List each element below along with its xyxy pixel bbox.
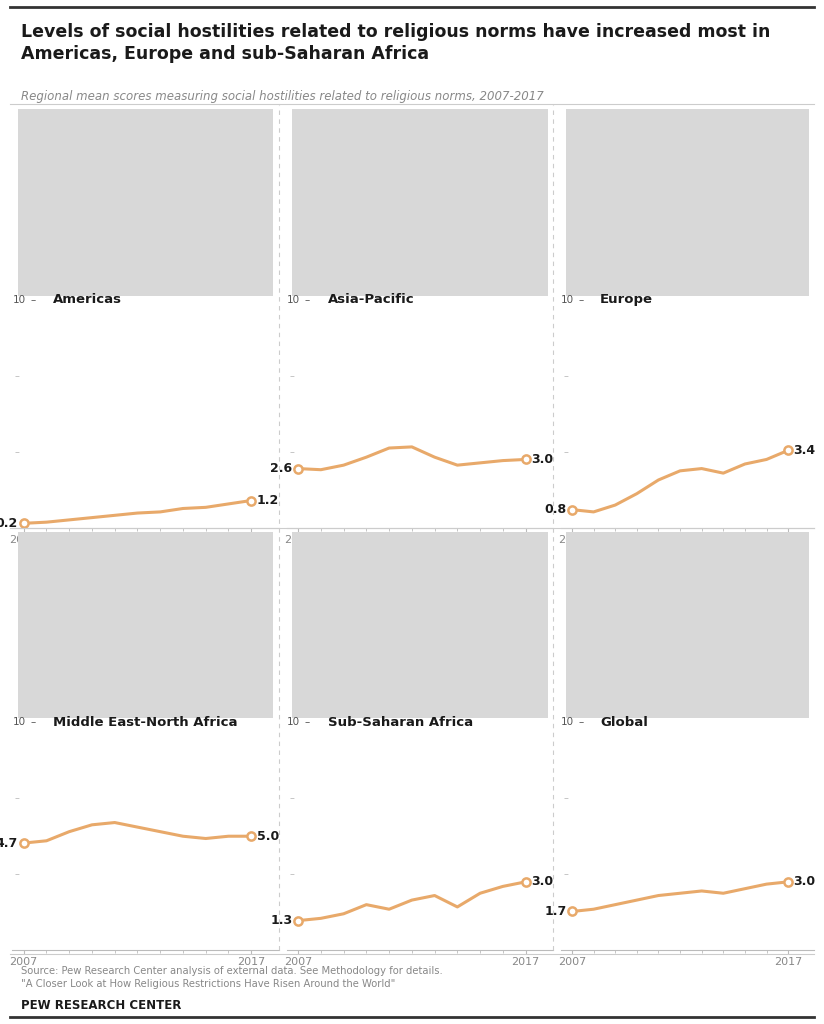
FancyBboxPatch shape xyxy=(17,110,274,296)
Text: 10: 10 xyxy=(561,717,574,727)
Text: 0.2: 0.2 xyxy=(0,517,18,529)
Text: Source: Pew Research Center analysis of external data. See Methodology for detai: Source: Pew Research Center analysis of … xyxy=(21,966,442,976)
Text: Asia-Pacific: Asia-Pacific xyxy=(328,293,414,306)
Text: 10: 10 xyxy=(287,295,300,305)
Point xyxy=(565,502,578,518)
Point xyxy=(292,912,305,929)
Text: –: – xyxy=(15,371,20,381)
Text: "A Closer Look at How Religious Restrictions Have Risen Around the World": "A Closer Look at How Religious Restrict… xyxy=(21,979,395,989)
Text: 4.7: 4.7 xyxy=(0,837,18,850)
Text: 0.8: 0.8 xyxy=(545,503,567,516)
Text: PEW RESEARCH CENTER: PEW RESEARCH CENTER xyxy=(21,999,181,1013)
Text: 2.6: 2.6 xyxy=(270,462,293,475)
Point xyxy=(519,452,532,468)
Text: Middle East-North Africa: Middle East-North Africa xyxy=(54,716,238,729)
FancyBboxPatch shape xyxy=(292,110,548,296)
FancyBboxPatch shape xyxy=(292,531,548,718)
Text: Levels of social hostilities related to religious norms have increased most in
A: Levels of social hostilities related to … xyxy=(21,23,770,62)
Point xyxy=(782,873,795,890)
Text: Regional mean scores measuring social hostilities related to religious norms, 20: Regional mean scores measuring social ho… xyxy=(21,90,543,103)
Text: 1.3: 1.3 xyxy=(270,914,293,927)
Text: –: – xyxy=(564,446,569,457)
Point xyxy=(519,873,532,890)
Text: Europe: Europe xyxy=(600,293,653,306)
Point xyxy=(245,828,258,845)
Point xyxy=(565,903,578,920)
Text: –: – xyxy=(15,794,20,803)
Point xyxy=(782,442,795,459)
Text: 10: 10 xyxy=(287,717,300,727)
Text: 10: 10 xyxy=(12,717,26,727)
Text: 3.0: 3.0 xyxy=(531,453,554,466)
Text: –: – xyxy=(289,446,294,457)
Text: –: – xyxy=(564,794,569,803)
Text: –: – xyxy=(30,295,35,305)
Text: Global: Global xyxy=(600,716,648,729)
Text: 1.2: 1.2 xyxy=(257,494,279,507)
Text: 1.7: 1.7 xyxy=(545,905,567,918)
Text: 3.0: 3.0 xyxy=(794,876,816,889)
Text: –: – xyxy=(564,869,569,880)
Text: –: – xyxy=(289,794,294,803)
Text: 5.0: 5.0 xyxy=(257,829,279,843)
Text: –: – xyxy=(564,371,569,381)
Text: 3.0: 3.0 xyxy=(531,876,554,889)
Text: 3.4: 3.4 xyxy=(794,443,816,457)
Point xyxy=(17,515,30,531)
FancyBboxPatch shape xyxy=(566,531,809,718)
Text: –: – xyxy=(305,717,310,727)
Text: Sub-Saharan Africa: Sub-Saharan Africa xyxy=(328,716,473,729)
Text: Americas: Americas xyxy=(54,293,122,306)
Point xyxy=(292,461,305,477)
FancyBboxPatch shape xyxy=(566,110,809,296)
Point xyxy=(17,835,30,851)
Text: 10: 10 xyxy=(12,295,26,305)
Text: –: – xyxy=(15,869,20,880)
Text: –: – xyxy=(15,446,20,457)
Text: 10: 10 xyxy=(561,295,574,305)
Text: –: – xyxy=(305,295,310,305)
Text: –: – xyxy=(289,371,294,381)
Text: –: – xyxy=(578,295,583,305)
Text: –: – xyxy=(30,717,35,727)
FancyBboxPatch shape xyxy=(17,531,274,718)
Point xyxy=(245,493,258,509)
Text: –: – xyxy=(578,717,583,727)
Text: –: – xyxy=(289,869,294,880)
